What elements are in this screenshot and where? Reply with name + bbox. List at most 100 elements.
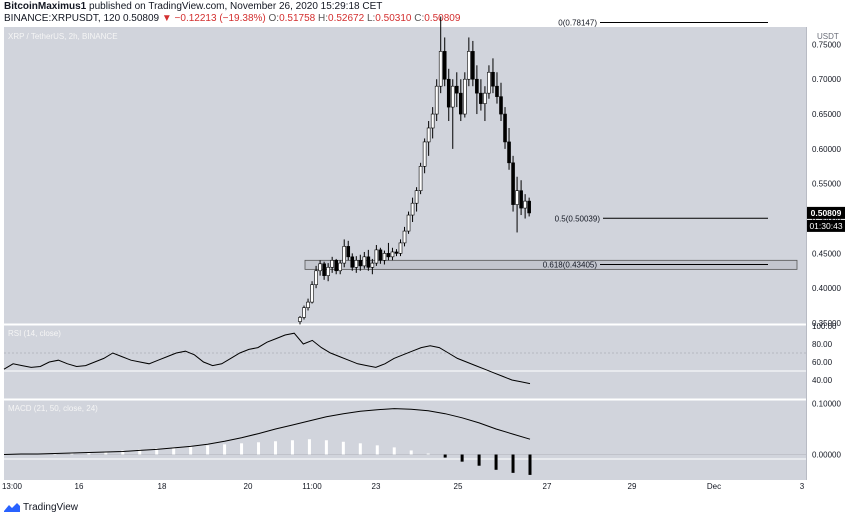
support-zone[interactable] [304, 259, 798, 270]
candle[interactable] [398, 242, 403, 254]
macd-histogram-bar [273, 441, 277, 455]
candle[interactable] [378, 249, 383, 261]
candle[interactable] [310, 284, 314, 303]
candle[interactable] [463, 78, 467, 115]
candle[interactable] [527, 200, 531, 214]
candle[interactable] [406, 214, 411, 232]
candle[interactable] [386, 253, 391, 258]
author-name[interactable]: BitcoinMaximus1 [4, 1, 87, 12]
price-tick-label: 0.40000 [812, 284, 841, 293]
candle[interactable] [298, 317, 302, 322]
candle[interactable] [314, 270, 318, 285]
candle[interactable] [434, 85, 439, 115]
candle[interactable] [523, 200, 527, 209]
macd-histogram-bar [460, 454, 464, 462]
candle[interactable] [430, 113, 435, 129]
candle[interactable] [446, 78, 451, 108]
last-price-tag [807, 206, 845, 219]
candle[interactable] [511, 162, 515, 205]
chart-title: XRP / TetherUS, 2h, BINANCE [8, 32, 118, 41]
candle[interactable] [326, 266, 330, 276]
time-tick-label: 16 [75, 482, 84, 491]
macd-line[interactable] [3, 408, 531, 455]
candle[interactable] [422, 141, 427, 167]
macd-histogram-bar [2, 454, 6, 456]
publish-line: BitcoinMaximus1 published on TradingView… [4, 1, 382, 13]
candle[interactable] [483, 92, 487, 104]
time-tick-label: 29 [628, 482, 637, 491]
price-tick-label: 0.45000 [812, 249, 841, 258]
candle[interactable] [479, 92, 483, 104]
candle[interactable] [450, 85, 455, 108]
candle[interactable] [458, 92, 463, 115]
time-tick-label: 18 [158, 482, 167, 491]
macd-tick-label: 0.10000 [812, 400, 841, 409]
candle[interactable] [362, 256, 367, 267]
candle[interactable] [302, 307, 306, 318]
candle[interactable] [442, 51, 447, 80]
candle[interactable] [330, 260, 334, 268]
time-tick-label: 20 [244, 482, 253, 491]
candle[interactable] [475, 78, 479, 94]
high-value: 0.52672 [328, 13, 365, 24]
footer-brand[interactable]: TradingView [4, 502, 78, 513]
candle[interactable] [438, 51, 443, 87]
candle[interactable] [346, 246, 351, 258]
low-value: 0.50310 [375, 13, 412, 24]
candle[interactable] [338, 262, 343, 272]
macd-histogram-bar [87, 451, 91, 455]
candle[interactable] [334, 260, 338, 272]
candle[interactable] [350, 256, 355, 268]
candle[interactable] [418, 165, 423, 191]
candle[interactable] [342, 246, 347, 264]
macd-histogram-bar [528, 454, 532, 475]
high-label: H: [318, 13, 329, 24]
candle[interactable] [394, 251, 399, 254]
publish-info: published on TradingView.com, November 2… [89, 1, 383, 12]
macd-title: MACD (21, 50, close, 24) [8, 404, 98, 413]
candle[interactable] [374, 249, 379, 264]
candle[interactable] [507, 141, 511, 164]
candle[interactable] [499, 96, 503, 115]
candle[interactable] [358, 260, 363, 267]
candle[interactable] [487, 71, 491, 94]
candle[interactable] [467, 51, 471, 80]
candle[interactable] [410, 202, 415, 216]
candle[interactable] [370, 262, 375, 268]
candle[interactable] [491, 71, 495, 87]
candle[interactable] [414, 190, 419, 204]
candle[interactable] [402, 230, 407, 244]
rsi-tick-label: 100.00 [812, 322, 837, 331]
candle[interactable] [426, 127, 431, 143]
rsi-line[interactable] [3, 332, 531, 385]
macd-histogram-bar [206, 445, 210, 455]
candle[interactable] [390, 251, 395, 258]
price-tick-label: 0.70000 [812, 75, 841, 84]
candle[interactable] [503, 113, 507, 143]
macd-histogram-bar [511, 454, 515, 473]
close-value: 0.50809 [424, 13, 461, 24]
candle[interactable] [495, 85, 499, 97]
candle[interactable] [519, 190, 523, 209]
candle[interactable] [382, 253, 387, 261]
time-tick-label: 3 [800, 482, 805, 491]
candle[interactable] [454, 85, 459, 94]
macd-histogram-bar [358, 443, 362, 455]
brand-label: TradingView [23, 502, 79, 513]
candle[interactable] [354, 260, 359, 268]
time-tick-label: 25 [454, 482, 463, 491]
candle[interactable] [318, 263, 322, 272]
price-tick-label: 0.65000 [812, 110, 841, 119]
countdown-tag [807, 219, 845, 232]
price-tick-label: 0.35000 [812, 319, 841, 328]
macd-histogram-bar [155, 448, 159, 455]
low-label: L: [366, 13, 376, 24]
candle[interactable] [515, 190, 519, 205]
candle[interactable] [322, 263, 326, 276]
candle[interactable] [366, 256, 371, 268]
time-tick-label: Dec [707, 482, 721, 491]
candle[interactable] [471, 51, 475, 80]
candle[interactable] [306, 301, 310, 308]
macd-histogram-bar [104, 451, 108, 455]
